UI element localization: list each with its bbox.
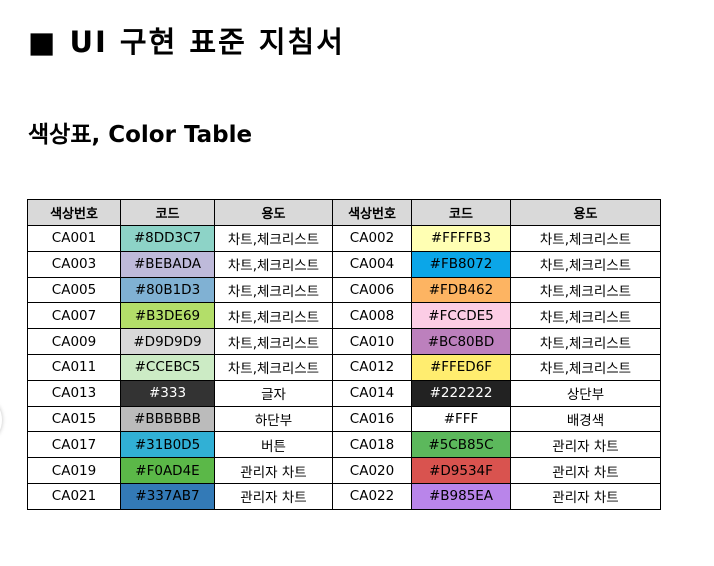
color-swatch-cell: #BC80BD — [411, 328, 511, 355]
color-number-cell: CA005 — [27, 276, 121, 304]
color-number-cell: CA013 — [27, 379, 121, 407]
table-row: CA007 #B3DE69 차트,체크리스트 CA008 #FCCDE5 차트,체크리스트 — [27, 302, 661, 330]
header-usage: 용도 — [214, 199, 333, 226]
section-title: 색상표, Color Table — [28, 122, 253, 148]
color-number-cell: CA022 — [332, 482, 412, 510]
color-swatch-cell: #5CB85C — [411, 431, 511, 459]
usage-cell: 차트,체크리스트 — [214, 302, 333, 330]
color-swatch-cell: #BBBBBB — [120, 405, 215, 433]
color-swatch-cell: #222222 — [411, 379, 511, 407]
color-number-cell: CA016 — [332, 405, 412, 433]
usage-cell: 차트,체크리스트 — [510, 250, 661, 278]
usage-cell: 차트,체크리스트 — [510, 302, 661, 330]
color-table: 색상번호 코드 용도 색상번호 코드 용도 CA001 #8DD3C7 차트,체크리… — [27, 199, 661, 510]
usage-cell: 관리자 차트 — [510, 431, 661, 459]
usage-cell: 관리자 차트 — [510, 482, 661, 510]
table-body: CA001 #8DD3C7 차트,체크리스트 CA002 #FFFFB3 차트,체크리스트… — [27, 225, 661, 510]
color-number-cell: CA012 — [332, 353, 412, 381]
header-color-number: 색상번호 — [27, 199, 121, 226]
color-number-cell: CA009 — [27, 328, 121, 355]
table-row: CA019 #F0AD4E 관리자 차트 CA020 #D9534F 관리자 차트 — [27, 457, 661, 484]
usage-cell: 차트,체크리스트 — [510, 276, 661, 304]
table-row: CA017 #31B0D5 버튼 CA018 #5CB85C 관리자 차트 — [27, 431, 661, 459]
usage-cell: 차트,체크리스트 — [510, 328, 661, 355]
color-swatch-cell: #B3DE69 — [120, 302, 215, 330]
color-swatch-cell: #337AB7 — [120, 482, 215, 510]
header-usage: 용도 — [510, 199, 661, 226]
color-number-cell: CA007 — [27, 302, 121, 330]
table-row: CA011 #CCEBC5 차트,체크리스트 CA012 #FFED6F 차트,체크리스트 — [27, 353, 661, 381]
table-row: CA001 #8DD3C7 차트,체크리스트 CA002 #FFFFB3 차트,체크리스트 — [27, 225, 661, 252]
color-swatch-cell: #80B1D3 — [120, 276, 215, 304]
usage-cell: 상단부 — [510, 379, 661, 407]
color-number-cell: CA002 — [332, 225, 412, 252]
usage-cell: 차트,체크리스트 — [510, 225, 661, 252]
color-number-cell: CA004 — [332, 250, 412, 278]
color-number-cell: CA018 — [332, 431, 412, 459]
usage-cell: 관리자 차트 — [510, 457, 661, 484]
color-swatch-cell: #FFFFB3 — [411, 225, 511, 252]
header-code: 코드 — [120, 199, 215, 226]
color-swatch-cell: #333 — [120, 379, 215, 407]
color-number-cell: CA011 — [27, 353, 121, 381]
color-swatch-cell: #31B0D5 — [120, 431, 215, 459]
usage-cell: 차트,체크리스트 — [214, 353, 333, 381]
header-color-number: 색상번호 — [332, 199, 412, 226]
color-swatch-cell: #FFED6F — [411, 353, 511, 381]
color-swatch-cell: #BEBADA — [120, 250, 215, 278]
color-number-cell: CA015 — [27, 405, 121, 433]
color-number-cell: CA020 — [332, 457, 412, 484]
color-swatch-cell: #8DD3C7 — [120, 225, 215, 252]
usage-cell: 차트,체크리스트 — [214, 225, 333, 252]
usage-cell: 관리자 차트 — [214, 457, 333, 484]
color-swatch-cell: #FCCDE5 — [411, 302, 511, 330]
usage-cell: 버튼 — [214, 431, 333, 459]
color-swatch-cell: #F0AD4E — [120, 457, 215, 484]
color-number-cell: CA001 — [27, 225, 121, 252]
color-swatch-cell: #FFF — [411, 405, 511, 433]
usage-cell: 차트,체크리스트 — [214, 276, 333, 304]
page-title: ■ UI 구현 표준 지침서 — [28, 25, 345, 59]
usage-cell: 하단부 — [214, 405, 333, 433]
color-number-cell: CA010 — [332, 328, 412, 355]
table-row: CA005 #80B1D3 차트,체크리스트 CA006 #FDB462 차트,체크리스트 — [27, 276, 661, 304]
color-swatch-cell: #CCEBC5 — [120, 353, 215, 381]
usage-cell: 배경색 — [510, 405, 661, 433]
table-row: CA013 #333 글자 CA014 #222222 상단부 — [27, 379, 661, 407]
color-number-cell: CA017 — [27, 431, 121, 459]
usage-cell: 글자 — [214, 379, 333, 407]
color-number-cell: CA019 — [27, 457, 121, 484]
color-number-cell: CA014 — [332, 379, 412, 407]
usage-cell: 관리자 차트 — [214, 482, 333, 510]
color-swatch-cell: #B985EA — [411, 482, 511, 510]
table-row: CA009 #D9D9D9 차트,체크리스트 CA010 #BC80BD 차트,체크리스트 — [27, 328, 661, 355]
usage-cell: 차트,체크리스트 — [214, 250, 333, 278]
table-row: CA021 #337AB7 관리자 차트 CA022 #B985EA 관리자 차트 — [27, 482, 661, 510]
color-swatch-cell: #FB8072 — [411, 250, 511, 278]
color-number-cell: CA006 — [332, 276, 412, 304]
color-number-cell: CA008 — [332, 302, 412, 330]
color-swatch-cell: #D9534F — [411, 457, 511, 484]
color-swatch-cell: #FDB462 — [411, 276, 511, 304]
side-scroll-handle[interactable] — [0, 402, 2, 438]
usage-cell: 차트,체크리스트 — [214, 328, 333, 355]
header-code: 코드 — [411, 199, 511, 226]
color-number-cell: CA021 — [27, 482, 121, 510]
color-number-cell: CA003 — [27, 250, 121, 278]
table-row: CA015 #BBBBBB 하단부 CA016 #FFF 배경색 — [27, 405, 661, 433]
usage-cell: 차트,체크리스트 — [510, 353, 661, 381]
table-row: CA003 #BEBADA 차트,체크리스트 CA004 #FB8072 차트,체크리스트 — [27, 250, 661, 278]
color-swatch-cell: #D9D9D9 — [120, 328, 215, 355]
table-header-row: 색상번호 코드 용도 색상번호 코드 용도 — [27, 199, 661, 226]
